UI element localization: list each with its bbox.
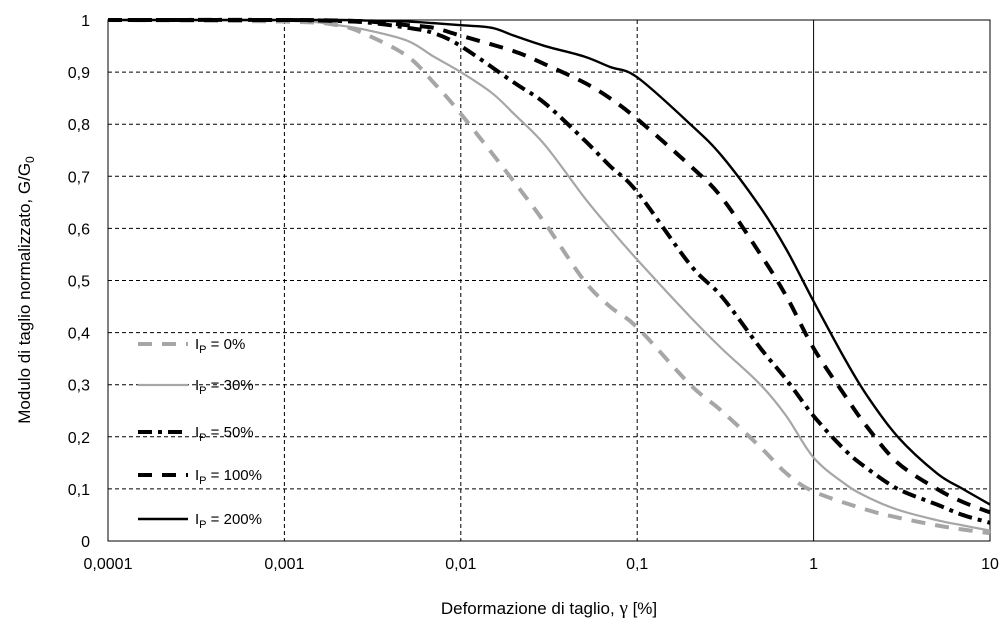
x-tick-label: 0,001 xyxy=(264,556,304,573)
y-tick-label: 0,3 xyxy=(68,378,90,395)
y-tick-label: 0,6 xyxy=(68,221,90,238)
y-tick-label: 0,7 xyxy=(68,169,90,186)
x-tick-label: 10 xyxy=(981,556,999,573)
x-tick-label: 0,1 xyxy=(626,556,648,573)
y-tick-label: 0,9 xyxy=(68,65,90,82)
y-tick-label: 0 xyxy=(81,534,90,551)
axis-titles: Deformazione di taglio, γ [%] Modulo di t… xyxy=(15,156,657,619)
y-tick-label: 0,5 xyxy=(68,274,90,291)
legend-label-3: IP = 100% xyxy=(195,467,262,487)
legend-label-0: IP = 0% xyxy=(195,336,245,356)
legend-label-1: IP = 30% xyxy=(195,377,254,397)
y-tick-label: 0,4 xyxy=(68,326,90,343)
y-tick-label: 0,8 xyxy=(68,117,90,134)
x-axis-title: Deformazione di taglio, γ [%] xyxy=(441,598,657,619)
y-tick-label: 1 xyxy=(81,13,90,30)
x-tick-label: 0,0001 xyxy=(84,556,133,573)
tick-labels: 0 0,1 0,2 0,3 0,4 0,5 0,6 0,7 0,8 0,9 1 0,0001 0,001… xyxy=(68,13,999,573)
y-tick-label: 0,2 xyxy=(68,430,90,447)
plot-frame xyxy=(107,19,991,542)
legend-label-4: IP = 200% xyxy=(195,511,262,531)
series-line-1 xyxy=(107,18,991,532)
legend-label-2: IP = 50% xyxy=(195,424,254,444)
y-axis-title: Modulo di taglio normalizzato, G/G0 xyxy=(15,156,37,424)
series-line-2 xyxy=(107,17,991,525)
x-tick-label: 0,01 xyxy=(445,556,476,573)
series-group xyxy=(107,17,991,536)
series-line-4 xyxy=(107,18,991,506)
legend: IP = 0% IP = 30% IP = 50% IP = 100% IP = 200… xyxy=(138,336,262,531)
series-line-0 xyxy=(107,18,991,536)
series-line-3 xyxy=(107,17,991,515)
x-tick-label: 1 xyxy=(809,556,818,573)
y-tick-label: 0,1 xyxy=(68,482,90,499)
